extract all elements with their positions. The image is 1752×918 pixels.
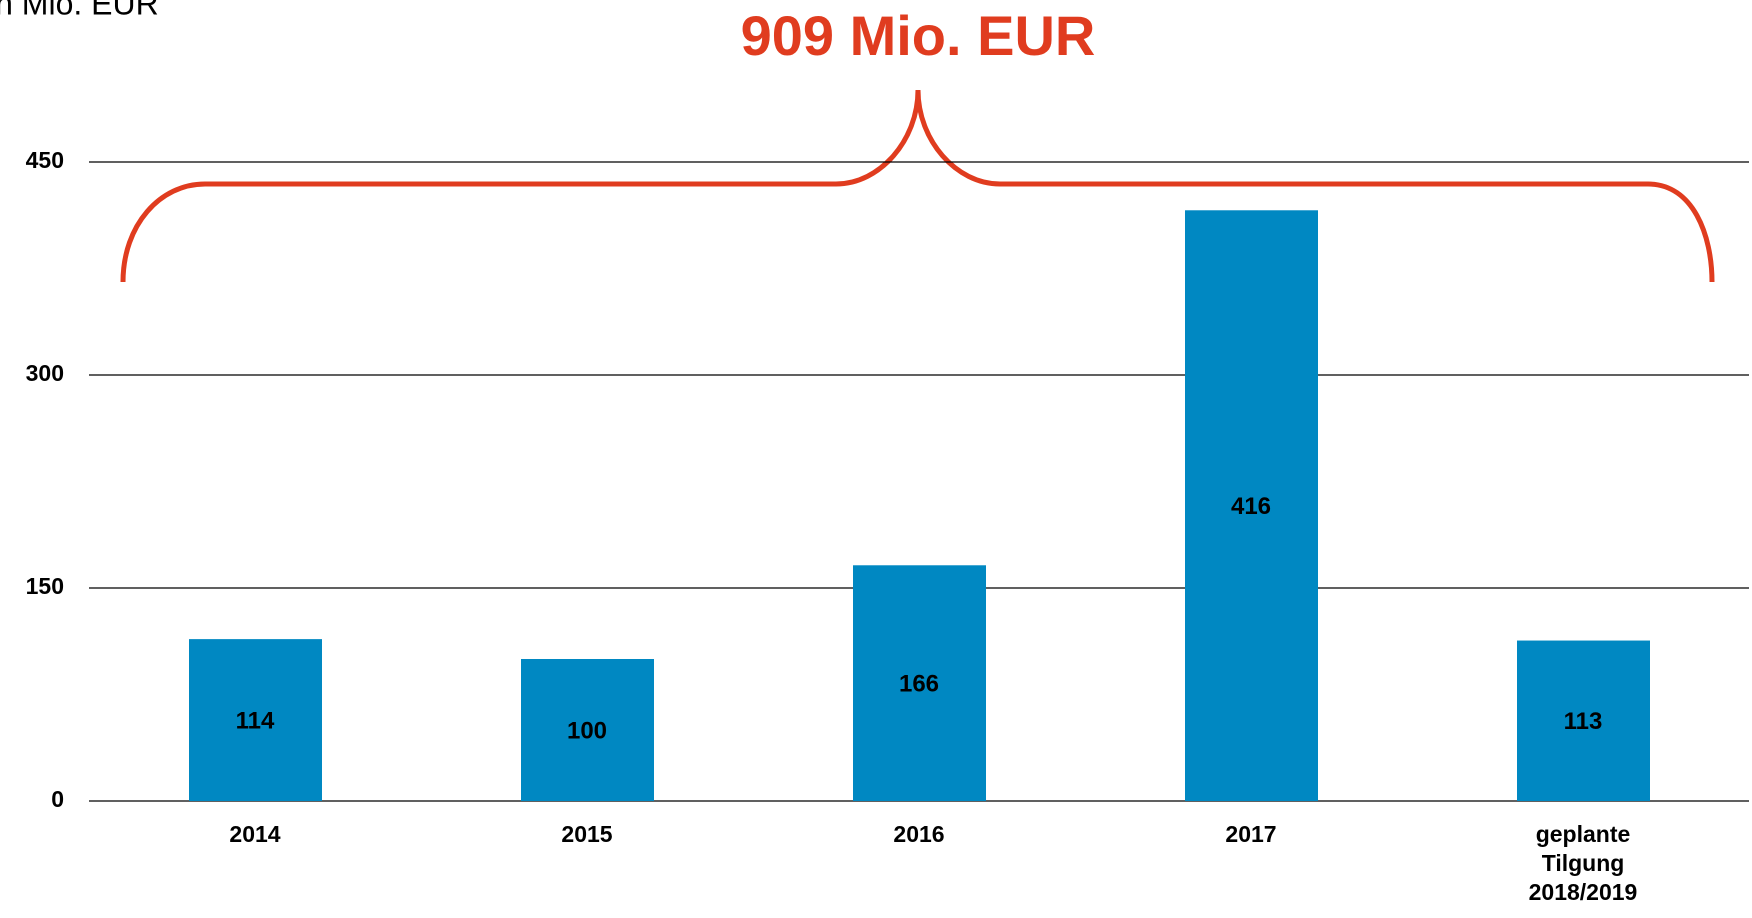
bar — [853, 565, 986, 801]
x-tick-label: 2017 — [1225, 821, 1277, 847]
value-label: 100 — [567, 717, 607, 744]
brace — [120, 89, 1715, 283]
bar — [521, 659, 654, 801]
y-tick-label: 300 — [26, 360, 64, 386]
value-label: 114 — [236, 707, 275, 734]
y-axis-label: in Mio. EUR — [0, 0, 159, 21]
x-tick-label: 2016 — [893, 821, 945, 847]
y-tick-label: 150 — [26, 573, 64, 599]
y-tick-label: 0 — [51, 786, 64, 812]
bar — [189, 639, 322, 801]
x-tick-label: 2015 — [561, 821, 613, 847]
y-tick-label: 450 — [26, 147, 64, 173]
value-label: 416 — [1231, 493, 1271, 520]
value-label: 113 — [1564, 708, 1603, 735]
x-tick-label: 2014 — [229, 821, 281, 847]
annotation: 909 Mio. EUR — [741, 4, 1096, 67]
bar — [1517, 640, 1650, 801]
value-label: 166 — [899, 670, 939, 697]
x-tick-label: geplante Tilgung 2018/2019 — [1528, 821, 1638, 905]
bar — [1185, 210, 1318, 801]
